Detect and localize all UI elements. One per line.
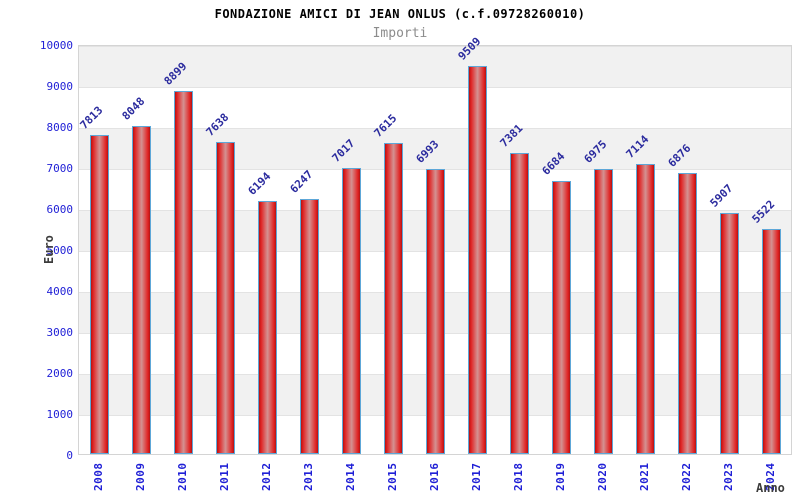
x-axis-title: Anno [756, 481, 785, 495]
y-tick-label: 6000 [46, 203, 74, 216]
chart-title: FONDAZIONE AMICI DI JEAN ONLUS (c.f.0972… [214, 7, 586, 21]
bar-value-label: 7017 [329, 136, 358, 165]
y-tick-label: 3000 [46, 326, 74, 339]
x-tick-label: 2023 [722, 462, 735, 492]
x-tick-label: 2010 [176, 462, 189, 492]
bar [90, 135, 109, 454]
bar-group: 7017 [329, 46, 373, 454]
plot-area: 7813 8048 8899 7638 6194 6247 7017 7615 6993 9509… [77, 35, 793, 455]
bar-value-label: 7381 [497, 121, 526, 150]
bar-group: 6993 [413, 46, 457, 454]
x-tick-label: 2009 [134, 462, 147, 492]
bar-value-label: 6247 [287, 167, 316, 196]
bar-group: 8899 [161, 46, 205, 454]
bar [426, 168, 445, 454]
y-tick-label: 1000 [46, 408, 74, 421]
bar-value-label: 7114 [623, 132, 652, 161]
y-axis-title: Euro [42, 235, 56, 264]
bar-value-label: 7813 [77, 104, 106, 132]
x-tick-label: 2019 [554, 462, 567, 492]
bar-group: 7381 [497, 46, 541, 454]
bar-value-label: 6876 [665, 142, 694, 171]
x-tick-label: 2012 [260, 462, 273, 492]
bar-value-label: 5907 [707, 181, 736, 210]
bar-value-label: 6684 [539, 150, 568, 179]
bar [384, 143, 403, 454]
x-tick-label: 2014 [344, 462, 357, 492]
y-tick-label: 10000 [39, 39, 73, 52]
bar [510, 152, 529, 454]
x-tick-label: 2022 [680, 462, 693, 492]
x-tick-label: 2018 [512, 462, 525, 492]
y-tick-label: 7000 [46, 162, 74, 175]
bar-value-label: 8899 [161, 59, 190, 88]
bar [678, 173, 697, 454]
bar-group: 6684 [539, 46, 583, 454]
bar [174, 90, 193, 454]
bar [468, 66, 487, 454]
bar [132, 125, 151, 454]
y-tick-label: 4000 [46, 285, 74, 298]
bar [594, 169, 613, 454]
bar-group: 6194 [245, 46, 289, 454]
bar-group: 6247 [287, 46, 331, 454]
chart-subtitle: Importi [372, 26, 428, 41]
bar [258, 201, 277, 454]
x-tick-label: 2008 [92, 462, 105, 492]
y-tick-label: 2000 [46, 367, 74, 380]
bar [552, 181, 571, 454]
y-tick-label: 0 [66, 449, 73, 462]
x-tick-label: 2021 [638, 462, 651, 492]
bar-group: 7813 [77, 46, 121, 454]
bar [342, 167, 361, 454]
bar-group: 5522 [749, 46, 793, 454]
bar [300, 199, 319, 454]
bar-value-label: 6993 [413, 137, 442, 166]
x-tick-label: 2015 [386, 462, 399, 492]
bar [762, 228, 781, 454]
bar-group: 7114 [623, 46, 667, 454]
y-tick-label: 5000 [46, 244, 74, 257]
bar-group: 7638 [203, 46, 247, 454]
bar-group: 6876 [665, 46, 709, 454]
bar [216, 142, 235, 454]
bar-value-label: 8048 [119, 94, 148, 123]
bar-value-label: 5522 [749, 197, 778, 226]
bar-group: 9509 [456, 35, 499, 454]
bar-value-label: 7615 [371, 112, 400, 141]
bar-group: 5907 [707, 46, 751, 454]
y-tick-label: 8000 [46, 121, 74, 134]
bar-group: 6975 [581, 46, 625, 454]
x-tick-label: 2020 [596, 462, 609, 492]
bar-value-label: 6975 [581, 138, 610, 167]
bar-value-label: 7638 [203, 111, 232, 140]
x-tick-label: 2011 [218, 462, 231, 492]
bar-group: 7615 [371, 46, 415, 454]
x-tick-label: 2017 [470, 462, 483, 492]
bar [720, 213, 739, 454]
bar-group: 8048 [119, 46, 163, 454]
x-tick-label: 2016 [428, 462, 441, 492]
y-tick-label: 9000 [46, 80, 74, 93]
bar-value-label: 6194 [245, 170, 274, 199]
bar [636, 163, 655, 454]
x-tick-label: 2013 [302, 462, 315, 492]
